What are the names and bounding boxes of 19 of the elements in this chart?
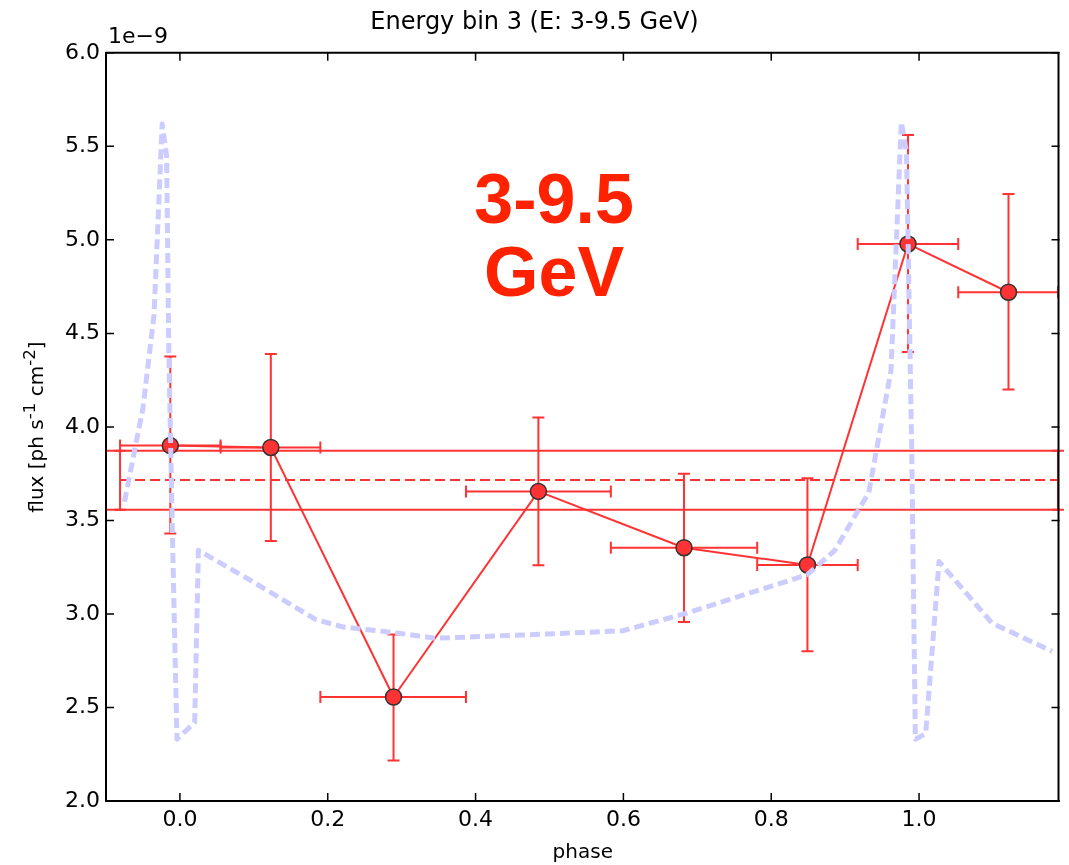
y-tick-label: 2.0 [65,786,100,812]
text: 1e−9 [108,22,168,48]
x-tick-label: 0.4 [458,805,494,831]
x-tick-label: 0.2 [310,805,346,831]
x-tick-label: 1.0 [901,805,937,831]
y-tick-label: 3.5 [65,506,100,532]
y-tick-label: 4.0 [65,412,100,438]
y-tick-label: 5.0 [65,225,100,251]
chart-title: Energy bin 3 (E: 3-9.5 GeV) [370,6,699,35]
y-tick-label: 3.0 [65,599,100,625]
x-tick-label: 0.0 [162,805,198,831]
x-axis-title: phase [552,839,613,864]
y-tick-label: 5.5 [65,132,100,158]
x-tick-label: 0.6 [605,805,641,831]
x-tick-label: 0.8 [753,805,789,831]
annotation: 3-9.5 GeV [473,159,635,312]
y-tick-label: 4.5 [65,319,100,345]
y-tick-label: 6.0 [65,38,100,64]
y-tick-label: 2.5 [65,693,100,719]
